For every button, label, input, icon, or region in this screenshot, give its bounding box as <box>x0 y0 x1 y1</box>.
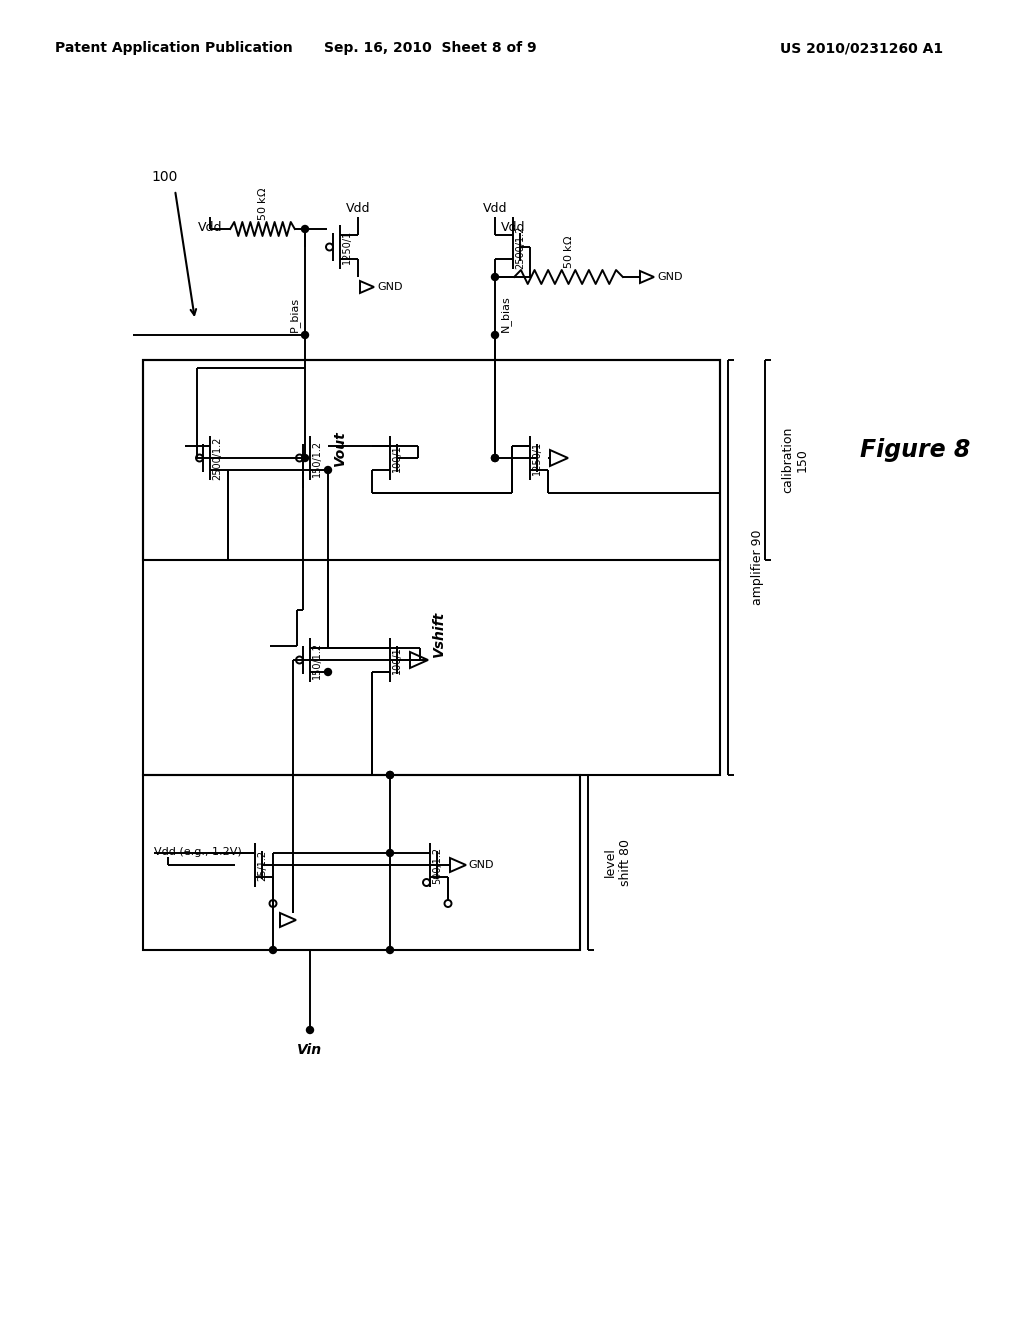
Circle shape <box>269 946 276 953</box>
Text: 2500/1.2: 2500/1.2 <box>212 437 222 479</box>
Text: amplifier 90: amplifier 90 <box>752 529 765 606</box>
Text: Vdd: Vdd <box>501 220 525 234</box>
Text: Vin: Vin <box>297 1043 323 1057</box>
Text: 2500/1.2: 2500/1.2 <box>515 226 525 269</box>
Circle shape <box>492 331 499 338</box>
Text: 50 k$\Omega$: 50 k$\Omega$ <box>256 187 268 220</box>
Text: 150/1.2: 150/1.2 <box>312 642 322 678</box>
Circle shape <box>492 454 499 462</box>
Circle shape <box>386 946 393 953</box>
Text: GND: GND <box>377 282 402 292</box>
Circle shape <box>301 226 308 232</box>
Circle shape <box>325 466 332 474</box>
Text: Vdd: Vdd <box>198 220 222 234</box>
Bar <box>143 360 720 560</box>
Text: Vdd: Vdd <box>482 202 507 215</box>
Text: Vout: Vout <box>333 430 347 466</box>
Text: Patent Application Publication: Patent Application Publication <box>55 41 293 55</box>
Text: level
shift 80: level shift 80 <box>604 840 632 886</box>
Text: Vdd: Vdd <box>346 202 371 215</box>
Circle shape <box>325 668 332 676</box>
Text: Vdd (e.g., 1.2V): Vdd (e.g., 1.2V) <box>154 847 242 857</box>
Text: 100: 100 <box>152 170 178 183</box>
Text: GND: GND <box>657 272 683 282</box>
Text: 50 k$\Omega$: 50 k$\Omega$ <box>561 235 573 269</box>
Circle shape <box>301 454 308 462</box>
Text: 25/1.2: 25/1.2 <box>257 850 267 880</box>
Bar <box>143 360 720 775</box>
Text: 1250/1: 1250/1 <box>532 441 542 475</box>
Text: GND: GND <box>468 861 494 870</box>
Text: P_bias: P_bias <box>289 297 300 333</box>
Circle shape <box>386 771 393 779</box>
Text: 500/1.2: 500/1.2 <box>432 846 442 883</box>
Text: 100/1: 100/1 <box>392 645 402 675</box>
Circle shape <box>306 1027 313 1034</box>
Text: Figure 8: Figure 8 <box>860 438 970 462</box>
Text: N_bias: N_bias <box>500 296 511 333</box>
Text: 1250/1: 1250/1 <box>342 230 352 264</box>
Circle shape <box>492 273 499 281</box>
Circle shape <box>301 331 308 338</box>
Circle shape <box>386 771 393 779</box>
Text: Vshift: Vshift <box>432 611 446 657</box>
Text: 150/1.2: 150/1.2 <box>312 440 322 477</box>
Text: Sep. 16, 2010  Sheet 8 of 9: Sep. 16, 2010 Sheet 8 of 9 <box>324 41 537 55</box>
Bar <box>143 775 580 950</box>
Text: US 2010/0231260 A1: US 2010/0231260 A1 <box>780 41 943 55</box>
Text: calibration
150: calibration 150 <box>781 426 809 494</box>
Circle shape <box>492 454 499 462</box>
Text: 100/1: 100/1 <box>392 444 402 471</box>
Circle shape <box>386 850 393 857</box>
